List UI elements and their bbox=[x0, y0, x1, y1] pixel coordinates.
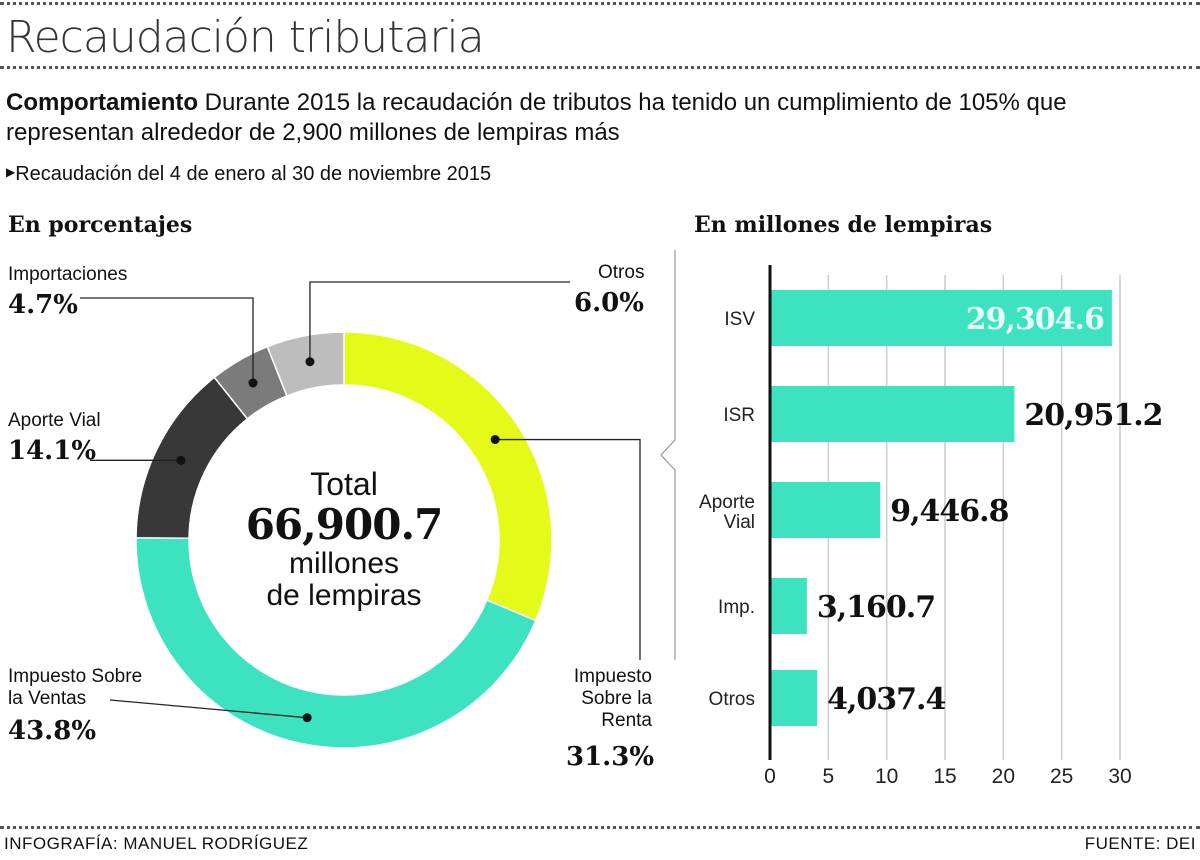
subtitle: ▶Recaudación del 4 de enero al 30 de nov… bbox=[6, 163, 491, 186]
label-renta-line2: Sobre la bbox=[581, 688, 652, 709]
x-tick-label: 15 bbox=[933, 765, 956, 788]
source: FUENTE: DEI bbox=[1084, 834, 1196, 853]
lede-text: Durante 2015 la recaudación de tributos … bbox=[6, 89, 1067, 146]
category-label: ISV bbox=[724, 309, 755, 330]
center-unit-line2: de lempiras bbox=[266, 579, 422, 612]
data-label: 20,951.2 bbox=[1024, 398, 1162, 433]
label-ventas-line1: Impuesto Sobre bbox=[8, 666, 143, 687]
x-tick-label: 5 bbox=[822, 765, 834, 788]
pct-ventas: 43.8% bbox=[8, 716, 97, 746]
x-tick-label: 0 bbox=[764, 765, 776, 788]
pie-title: En porcentajes bbox=[8, 212, 193, 238]
pct-importaciones: 4.7% bbox=[8, 290, 78, 320]
bar-aportevial bbox=[770, 482, 881, 538]
data-label: 4,037.4 bbox=[827, 682, 945, 717]
page-title: Recaudación tributaria bbox=[6, 12, 485, 63]
data-label: 29,304.6 bbox=[966, 302, 1104, 337]
leader-line bbox=[495, 438, 641, 660]
label-renta-line1: Impuesto bbox=[573, 666, 652, 687]
pie-slice-impuesto-sobre-la-renta bbox=[343, 331, 553, 622]
x-tick-label: 10 bbox=[875, 765, 898, 788]
top-divider bbox=[0, 2, 1200, 5]
lede: Comportamiento Durante 2015 la recaudaci… bbox=[6, 88, 1196, 148]
label-aporte-vial: Aporte Vial bbox=[8, 410, 101, 431]
pct-aporte-vial: 14.1% bbox=[8, 436, 97, 466]
category-label: Imp. bbox=[718, 597, 755, 618]
credit: INFOGRAFÍA: MANUEL RODRÍGUEZ bbox=[4, 834, 309, 853]
subtitle-text: Recaudación del 4 de enero al 30 de novi… bbox=[15, 163, 492, 185]
pie-slice-impuesto-sobre-la-ventas bbox=[135, 536, 537, 749]
lede-bold: Comportamiento bbox=[6, 89, 198, 116]
data-label: 3,160.7 bbox=[817, 590, 935, 625]
label-renta: Impuesto Sobre la Renta bbox=[540, 666, 652, 732]
bar-title: En millones de lempiras bbox=[694, 212, 993, 238]
pie-center-label: Total 66,900.7 millones de lempiras bbox=[204, 466, 484, 612]
pct-otros: 6.0% bbox=[574, 288, 644, 318]
bracket-divider bbox=[660, 250, 676, 660]
category-label: ISR bbox=[723, 405, 755, 426]
leader-dot bbox=[176, 455, 186, 465]
label-importaciones: Importaciones bbox=[8, 264, 128, 285]
label-ventas-line2: la Ventas bbox=[8, 688, 87, 709]
triangle-bullet-icon: ▶ bbox=[6, 165, 16, 179]
x-tick-label: 25 bbox=[1050, 765, 1073, 788]
leader-line bbox=[80, 297, 254, 383]
data-label: 9,446.8 bbox=[890, 494, 1008, 529]
leader-dot bbox=[305, 357, 315, 367]
x-tick-label: 30 bbox=[1108, 765, 1131, 788]
bar-isr bbox=[770, 386, 1015, 442]
leader-line bbox=[109, 699, 308, 719]
label-ventas: Impuesto Sobre la Ventas bbox=[8, 666, 142, 710]
bar-isv bbox=[770, 290, 1112, 346]
category-label: Otros bbox=[709, 689, 755, 710]
bar-otros bbox=[770, 670, 818, 726]
x-tick-label: 20 bbox=[992, 765, 1015, 788]
leader-dot bbox=[302, 713, 312, 723]
title-divider bbox=[0, 66, 1200, 69]
leader-dot bbox=[490, 435, 500, 445]
pie-slice-otros bbox=[266, 331, 345, 397]
center-unit-line1: millones bbox=[288, 547, 400, 580]
leader-line bbox=[309, 281, 570, 362]
center-total-value: 66,900.7 bbox=[245, 500, 444, 549]
pct-renta: 31.3% bbox=[566, 742, 655, 772]
leader-dot bbox=[248, 378, 258, 388]
center-total-label: Total bbox=[310, 466, 378, 502]
category-label: Aporte Vial bbox=[699, 492, 755, 533]
bottom-divider bbox=[0, 826, 1200, 829]
bar-imp bbox=[770, 578, 807, 634]
label-renta-line3: Renta bbox=[601, 710, 652, 731]
label-otros: Otros bbox=[598, 262, 645, 283]
